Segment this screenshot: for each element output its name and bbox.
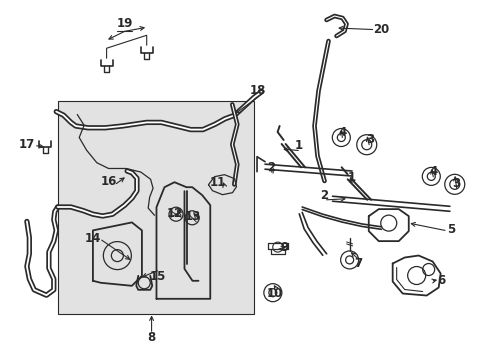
Text: 3: 3: [366, 133, 374, 146]
Text: 18: 18: [249, 84, 265, 97]
Text: 1: 1: [347, 171, 355, 184]
Text: 11: 11: [209, 176, 225, 189]
Text: 4: 4: [338, 126, 346, 139]
Text: 4: 4: [428, 165, 436, 178]
Text: 14: 14: [84, 232, 101, 245]
Text: 1: 1: [294, 139, 302, 152]
Text: 16: 16: [100, 175, 117, 188]
Text: 17: 17: [19, 138, 35, 150]
Text: 20: 20: [372, 23, 389, 36]
Text: 9: 9: [280, 241, 288, 254]
Text: 13: 13: [184, 210, 201, 223]
Text: 19: 19: [116, 17, 133, 30]
Text: 6: 6: [436, 274, 444, 287]
Text: 3: 3: [452, 177, 460, 190]
Text: 10: 10: [266, 287, 283, 300]
Text: 15: 15: [149, 270, 165, 283]
Text: 7: 7: [354, 257, 362, 270]
Text: 8: 8: [147, 331, 155, 344]
Text: 2: 2: [320, 189, 327, 202]
Text: 5: 5: [446, 223, 454, 236]
Text: 12: 12: [166, 207, 183, 220]
Text: 2: 2: [267, 161, 275, 174]
Bar: [58, 101, 254, 314]
